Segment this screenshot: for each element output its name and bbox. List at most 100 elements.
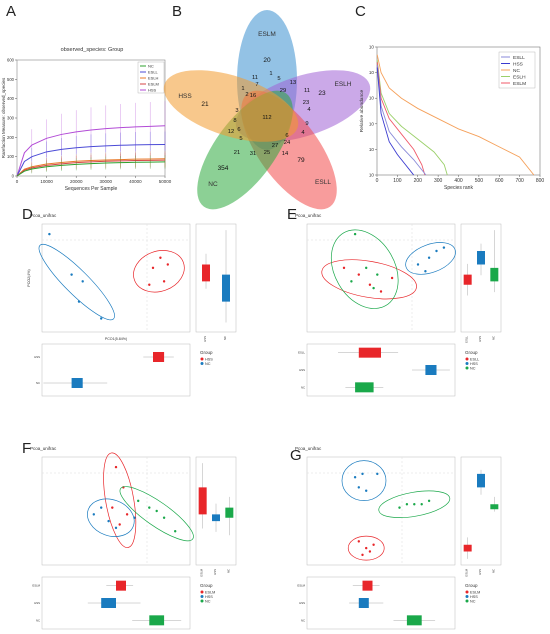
pcoa-bottom-box-label: NC [36,381,40,385]
venn-count-label: 8 [233,118,236,124]
chart-c-xtick-label: 500 [475,178,484,184]
pcoa-right-box-label: NC [491,569,495,573]
panel-letter-b: B [172,3,183,20]
pcoa-bottom-box-label: ESLM [297,584,305,588]
pcoa-bottom-box-label: ESLL [298,351,305,355]
pcoa-right-box-frame [195,223,237,333]
pcoa-bottom-box-label: HSS [34,601,40,605]
pcoa-point-nc [174,530,177,533]
pcoa-point-nc [137,499,140,503]
pcoa-point-nc [376,273,379,276]
chart-a-ytick-label: 0 [12,174,15,179]
pcoa-legend-swatch [200,590,204,594]
pcoa-point-eslm [114,465,118,469]
chart-a-xtick-label: 20000 [70,179,83,184]
chart-a-line-eslm [16,159,166,177]
pcoa-title: Pcoa_unifrac [295,446,322,451]
pcoa-point-hss [427,256,431,259]
pcoa-point-hss [424,270,427,273]
chart-a-xtick-label: 30000 [100,179,113,184]
pcoa-point-eslm [118,523,121,526]
chart-a-legend-label: NC [148,64,154,69]
pcoa-point-eslm [125,513,129,516]
pcoa-legend-label: NC [205,362,211,366]
pcoa-bottom-box-esll [358,347,381,358]
venn-count-label: 79 [297,157,305,164]
venn-count-label: 1 [241,86,244,92]
panel-letter-g: G [290,447,302,464]
pcoa-point-nc [420,503,423,506]
chart-a-line-hss [16,125,166,177]
chart-a-title: observed_species: Group [61,47,124,53]
pcoa-ellipse-hss [87,498,135,537]
chart-a-ytick-label: 200 [7,135,15,140]
pcoa-point-nc [372,286,375,290]
pcoa-legend-swatch [465,357,469,361]
pcoa-right-box-label: HSS [213,569,217,575]
chart-a-ytick-label: 500 [7,77,15,82]
chart-a-xtick-label: 50000 [159,179,172,184]
pcoa-frame [306,456,456,566]
pcoa-right-box-label: HSS [203,336,207,342]
pcoa-ellipse-nc [119,486,194,542]
chart-c-legend-label: NC [513,68,520,74]
pcoa-right-box-frame [460,223,502,333]
chart-c-legend-label: ESLL [513,55,525,61]
chart-a-legend-label: ESLM [148,82,159,87]
pcoa-bottom-box-nc [355,382,374,393]
pcoa-right-box-label: NC [223,336,227,340]
chart-c-xtick-label: 200 [414,178,423,184]
venn-count-label: 11 [304,88,310,94]
pcoa-point-hss [151,266,155,270]
venn-count-label: 354 [218,165,229,172]
pcoa-point-hss [159,256,162,259]
venn-count-label: 9 [305,121,308,127]
venn-count-label: 13 [290,80,296,86]
pcoa-point-hss [365,489,368,492]
pcoa-right-box-frame [195,456,237,566]
pcoa-bottom-box-frame [306,576,456,630]
pcoa-legend-swatch [465,590,469,594]
venn-count-label: 3 [235,108,238,114]
chart-a-xlabel: Sequences Per Sample [65,186,118,192]
pcoa-point-nc [81,280,84,283]
venn-count-label: 112 [262,115,271,121]
pcoa-right-box-label: HSS [478,569,482,575]
pcoa-point-nc [100,317,103,320]
panel-letter-f: F [22,440,32,457]
chart-c-ytick-label: 10 [369,147,375,152]
pcoa-point-hss [148,283,151,286]
pcoa-title: Pcoa_unifrac [30,213,57,218]
pcoa-bottom-box-hss [153,352,165,362]
pcoa-point-nc [77,300,81,303]
venn-set-label: NC [208,181,218,188]
pcoa-point-nc [413,503,416,506]
pcoa-bottom-box-frame [306,343,456,397]
venn-count-label: 6 [237,127,240,133]
pcoa-point-hss [133,516,136,519]
pcoa-legend-swatch [200,599,204,603]
pcoa-title: Pcoa_unifrac [30,446,57,451]
chart-c-line-nc [376,54,535,176]
pcoa-legend-label: ESLL [470,357,479,361]
pcoa-legend-swatch [465,366,469,370]
chart-a-ytick-label: 600 [7,58,15,63]
pcoa-legend-label: NC [470,366,476,370]
venn-count-label: 14 [282,151,289,157]
pcoa-point-nc [353,232,357,236]
pcoa-right-box-label: ESLM [465,568,469,576]
pcoa-point-hss [166,263,169,266]
pcoa-point-nc [405,503,409,506]
chart-a-ytick-label: 100 [7,154,15,159]
chart-a-ylabel: Rarefaction Measure: observed_species [1,77,6,158]
pcoa-xlabel: PCO1(5.84%) [105,337,127,341]
pcoa-point-eslm [361,553,364,557]
chart-a-ytick-label: 300 [7,116,15,121]
pcoa-ellipse-nc [38,243,115,321]
pcoa-point-nc [155,509,158,513]
chart-c-xtick-label: 300 [434,178,443,184]
